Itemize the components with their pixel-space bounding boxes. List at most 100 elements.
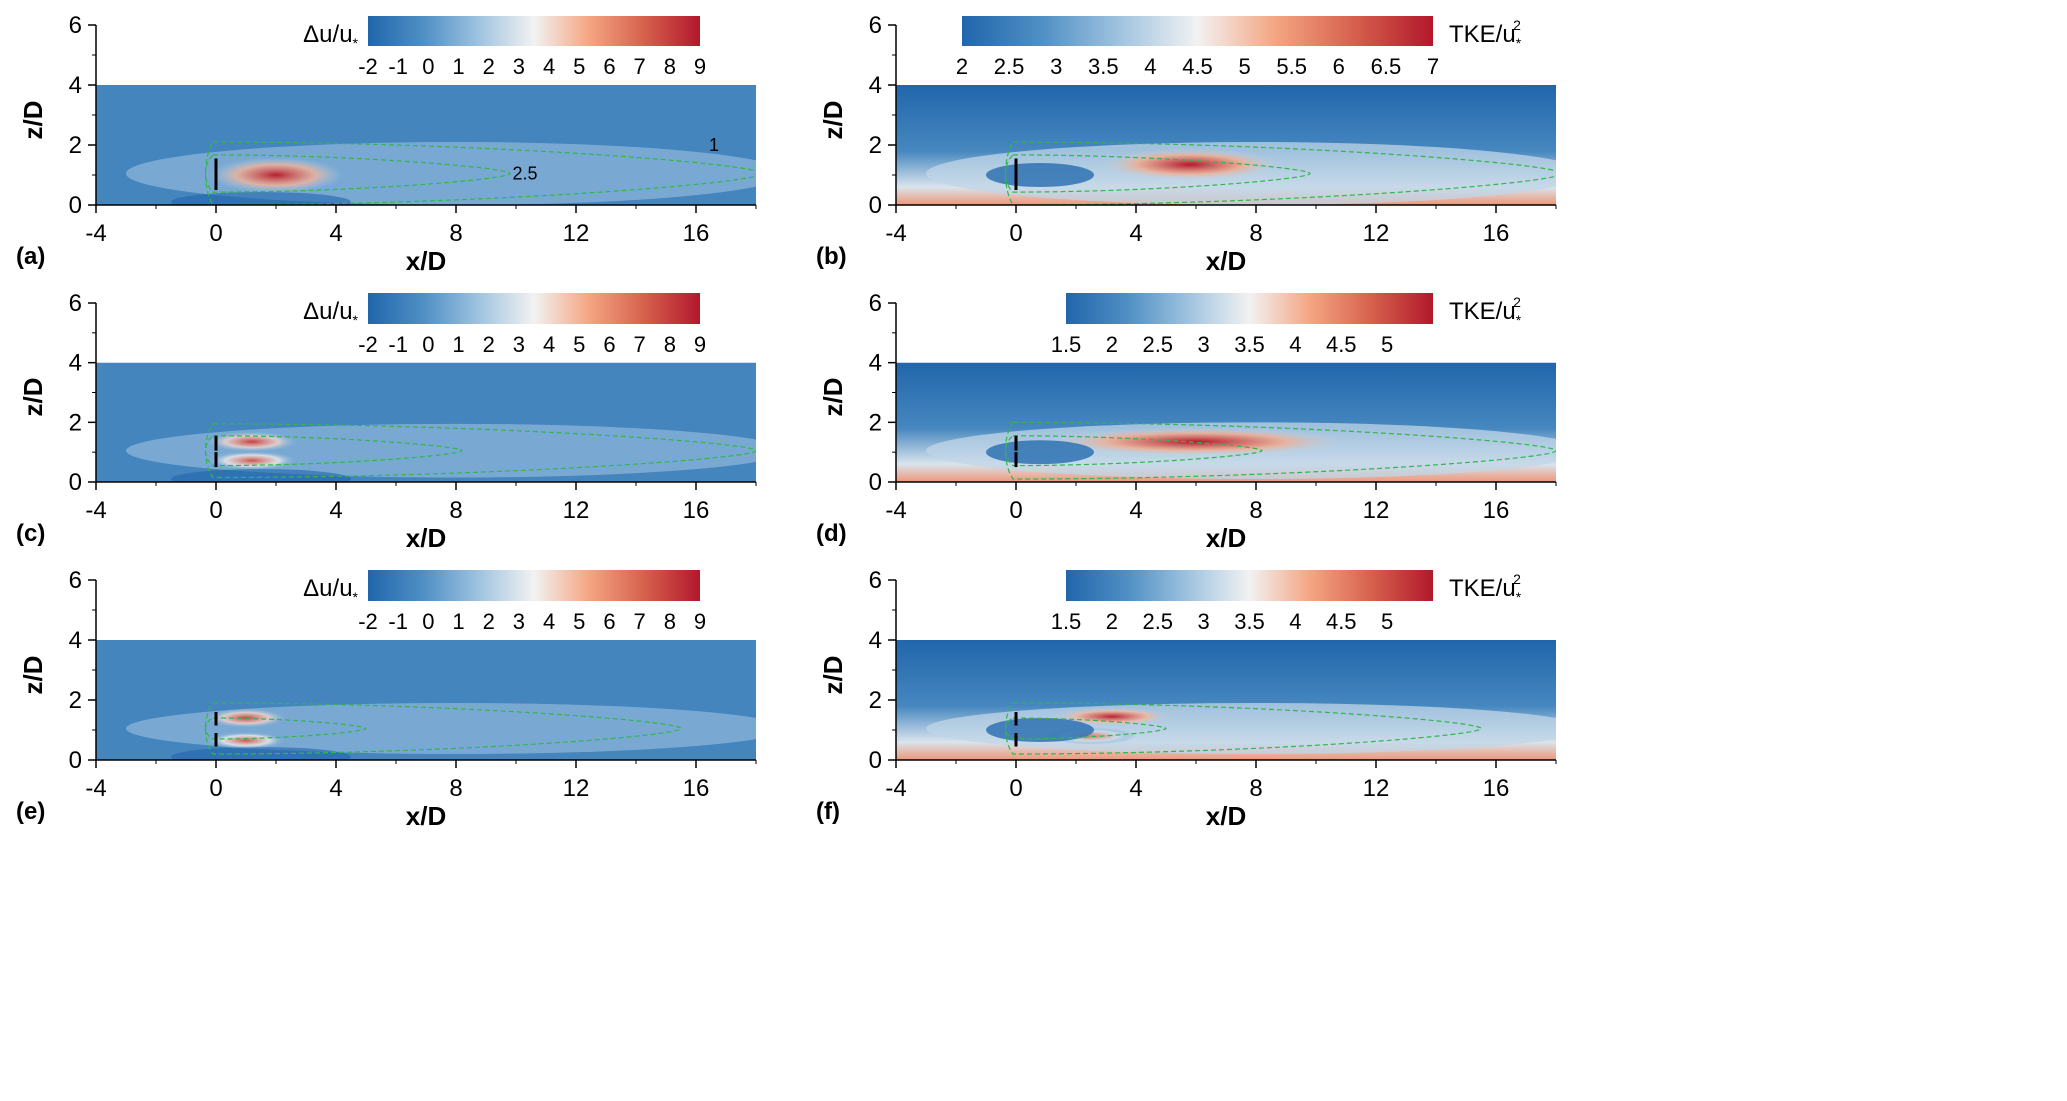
colorbar-tick-label: 4 bbox=[1289, 332, 1301, 357]
y-axis-title: z/D bbox=[818, 101, 848, 140]
near-bed-deficit bbox=[171, 469, 351, 482]
x-axis-title: x/D bbox=[1206, 801, 1246, 831]
x-tick-label: 12 bbox=[563, 497, 590, 524]
field bbox=[96, 640, 756, 760]
wake-region bbox=[126, 423, 756, 478]
y-tick-label: 4 bbox=[69, 350, 82, 377]
colorbar-tick-label: 3.5 bbox=[1234, 332, 1265, 357]
colorbar-tick-label: 2 bbox=[1106, 332, 1118, 357]
y-axis-title: z/D bbox=[18, 656, 48, 695]
colorbar: -2 -1 0 1 2 3 4 5 6 7 8 9 Δu/u* bbox=[303, 570, 706, 634]
colorbar-title: TKE/u*2 bbox=[1449, 17, 1522, 51]
hotspot bbox=[207, 431, 297, 452]
colorbar-tick-label: 7 bbox=[1427, 54, 1439, 79]
y-tick-label: 6 bbox=[69, 567, 82, 594]
x-tick-label: 8 bbox=[449, 497, 462, 524]
colorbar-tick-label: 6 bbox=[603, 609, 615, 634]
y-tick-label: 2 bbox=[869, 409, 882, 436]
colorbar-title: Δu/u* bbox=[303, 21, 358, 51]
x-tick-label: -4 bbox=[85, 220, 106, 247]
x-tick-label: 4 bbox=[1129, 497, 1142, 524]
colorbar-tick-label: 0 bbox=[422, 609, 434, 634]
colorbar-tick-label: 4 bbox=[543, 609, 555, 634]
colorbar-tick-label: 2 bbox=[1106, 609, 1118, 634]
x-tick-label: 8 bbox=[449, 220, 462, 247]
y-tick-label: 4 bbox=[69, 627, 82, 654]
colorbar-tick-label: -2 bbox=[358, 609, 378, 634]
colorbar-tick-label: 3 bbox=[1198, 609, 1210, 634]
colorbar-tick-label: 8 bbox=[664, 609, 676, 634]
colorbar: 1.5 2 2.5 3 3.5 4 4.5 5 TKE/u*2 bbox=[1051, 293, 1522, 357]
colorbar: -2 -1 0 1 2 3 4 5 6 7 8 9 Δu/u* bbox=[303, 293, 706, 357]
contour-line bbox=[1004, 141, 1556, 205]
hotspot bbox=[207, 732, 285, 749]
y-tick-label: 6 bbox=[69, 12, 82, 39]
colorbar-tick-label: 0 bbox=[422, 54, 434, 79]
colorbar-tick-label: -1 bbox=[388, 54, 408, 79]
x-tick-label: -4 bbox=[885, 220, 906, 247]
contour-line bbox=[204, 154, 511, 193]
x-tick-label: 0 bbox=[1009, 497, 1022, 524]
colorbar-title: TKE/u*2 bbox=[1449, 571, 1522, 605]
colorbar-tick-label: 4.5 bbox=[1326, 332, 1357, 357]
y-tick-label: 0 bbox=[869, 192, 882, 219]
colorbar-tick-label: 6 bbox=[1333, 54, 1345, 79]
colorbar-tick-label: 5 bbox=[1381, 609, 1393, 634]
contour-line bbox=[1004, 421, 1556, 480]
x-tick-label: 16 bbox=[1483, 220, 1510, 247]
colorbar-tick-label: 4.5 bbox=[1182, 54, 1213, 79]
colorbar-gradient bbox=[1066, 570, 1433, 601]
colorbar-tick-label: 2.5 bbox=[994, 54, 1025, 79]
x-axis-title: x/D bbox=[406, 246, 446, 276]
x-tick-label: 0 bbox=[1009, 220, 1022, 247]
x-tick-label: 16 bbox=[683, 497, 710, 524]
colorbar-tick-label: 9 bbox=[694, 332, 706, 357]
colorbar-tick-label: 1 bbox=[452, 54, 464, 79]
colorbar-tick-label: 1.5 bbox=[1051, 332, 1082, 357]
colorbar-tick-label: 1 bbox=[452, 609, 464, 634]
colorbar-gradient bbox=[368, 570, 700, 601]
colorbar-tick-label: 9 bbox=[694, 54, 706, 79]
colorbar-tick-label: 4 bbox=[543, 54, 555, 79]
panel-label: (b) bbox=[816, 243, 847, 270]
colorbar-tick-label: -2 bbox=[358, 54, 378, 79]
x-tick-label: -4 bbox=[85, 497, 106, 524]
x-tick-label: 12 bbox=[1363, 497, 1390, 524]
colorbar-tick-label: -1 bbox=[388, 332, 408, 357]
colorbar-tick-label: 2 bbox=[956, 54, 968, 79]
y-axis-title: z/D bbox=[18, 101, 48, 140]
colorbar-tick-label: 5.5 bbox=[1276, 54, 1307, 79]
x-tick-label: 4 bbox=[1129, 775, 1142, 802]
x-tick-label: 0 bbox=[209, 775, 222, 802]
y-tick-label: 6 bbox=[69, 290, 82, 317]
colorbar-tick-label: 5 bbox=[573, 332, 585, 357]
contour-line bbox=[1004, 154, 1311, 193]
y-tick-label: 4 bbox=[869, 72, 882, 99]
colorbar-tick-label: 2 bbox=[483, 609, 495, 634]
colorbar-gradient bbox=[368, 293, 700, 324]
colorbar-tick-label: 3 bbox=[513, 332, 525, 357]
x-tick-label: 16 bbox=[683, 775, 710, 802]
contour-line bbox=[1004, 702, 1482, 755]
colorbar-tick-label: 2 bbox=[483, 54, 495, 79]
y-tick-label: 4 bbox=[69, 72, 82, 99]
y-tick-label: 2 bbox=[69, 409, 82, 436]
y-tick-label: 4 bbox=[869, 350, 882, 377]
colorbar: 1.5 2 2.5 3 3.5 4 4.5 5 TKE/u*2 bbox=[1051, 570, 1522, 634]
y-tick-label: 2 bbox=[869, 132, 882, 159]
x-tick-label: 12 bbox=[1363, 220, 1390, 247]
x-tick-label: -4 bbox=[885, 775, 906, 802]
x-tick-label: 16 bbox=[1483, 497, 1510, 524]
colorbar-tick-label: 3 bbox=[513, 54, 525, 79]
hotspot bbox=[1052, 707, 1172, 726]
